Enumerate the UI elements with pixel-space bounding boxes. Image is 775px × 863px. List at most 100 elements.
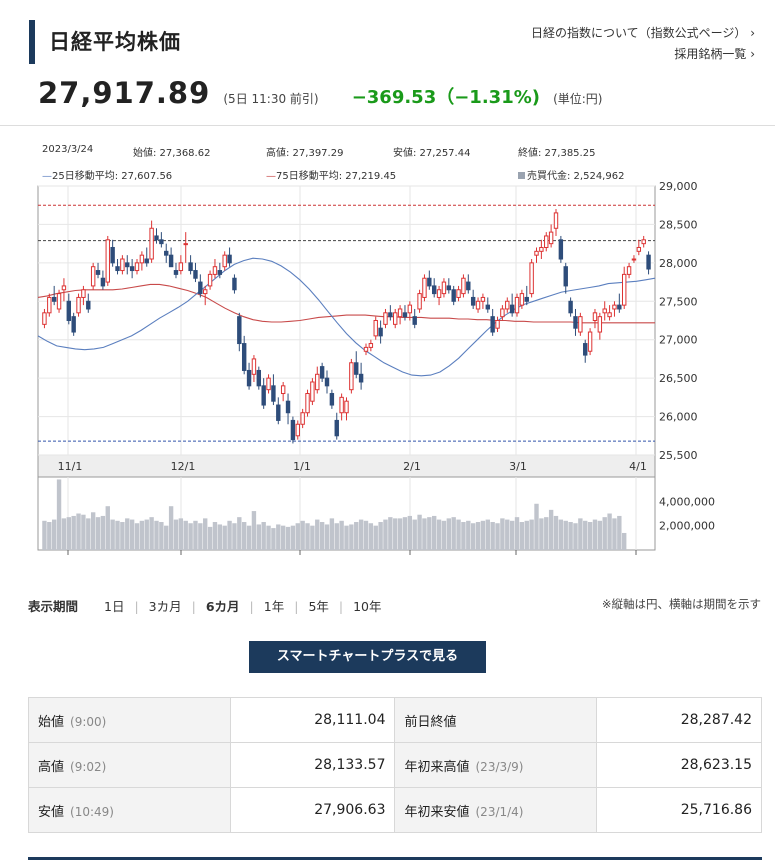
volume-bar — [368, 523, 374, 550]
volume-bar — [519, 522, 525, 550]
period-option[interactable]: 10年 — [353, 599, 382, 614]
candle-body — [217, 270, 223, 275]
period-option[interactable]: 1年 — [263, 599, 285, 614]
volume-bar — [76, 513, 81, 550]
index-info-link[interactable]: 日経の指数について（指数公式ページ） › — [531, 24, 755, 41]
volume-bar — [612, 518, 617, 550]
volume-bar — [149, 517, 154, 550]
volume-bar — [461, 522, 466, 550]
candle-body — [134, 262, 140, 272]
volume-bar — [441, 520, 447, 550]
candle-body — [583, 343, 588, 356]
candle-body — [573, 316, 578, 329]
price-unit: (単位:円) — [553, 92, 603, 106]
volume-bar — [480, 520, 486, 550]
candle-body — [315, 373, 320, 391]
volume-bar — [583, 520, 588, 550]
stock-chart[interactable]: 29,000 28,500 28,000 27,500 27,000 26,500 26,0… — [0, 130, 775, 555]
candle-body — [193, 270, 198, 279]
volume-bar — [544, 517, 549, 550]
info-date: 2023/3/24 — [42, 144, 94, 155]
candle-body — [222, 254, 227, 268]
x-axis-band — [37, 454, 656, 478]
candle-body — [90, 266, 96, 287]
volume-bar — [232, 523, 237, 550]
period-option[interactable]: 5年 — [308, 599, 329, 614]
chevron-right-icon: › — [750, 47, 755, 61]
x-tick-label: 11/1 — [58, 460, 83, 473]
ma75-line — [37, 283, 655, 324]
y-tick-label: 27,500 — [659, 295, 698, 308]
y-tick-label: 26,500 — [659, 372, 698, 385]
period-separator: | — [338, 599, 344, 614]
candle-body — [514, 296, 520, 314]
volume-tick-label: 2,000,000 — [659, 520, 715, 533]
period-option[interactable]: 3カ月 — [148, 599, 182, 614]
volume-bar — [339, 520, 344, 550]
candle-body — [164, 250, 169, 256]
candle-body — [607, 312, 612, 318]
volume-bar — [329, 518, 335, 550]
candle-body — [485, 304, 490, 310]
candle-body — [519, 293, 525, 306]
candle-body — [407, 304, 413, 314]
volume-tick-label: 4,000,000 — [659, 495, 715, 508]
x-tick-label: 12/1 — [171, 460, 196, 473]
volume-bar — [539, 518, 544, 550]
smart-chart-plus-button[interactable]: スマートチャートプラスで見る — [249, 641, 486, 673]
x-tick-label: 1/1 — [293, 460, 311, 473]
candle-body — [105, 239, 110, 283]
candle-body — [475, 300, 481, 310]
candle-body — [334, 419, 339, 437]
volume-bar — [485, 519, 490, 550]
candle-body — [431, 285, 437, 295]
volume-bar — [61, 518, 67, 550]
volume-bar — [436, 519, 442, 550]
volume-bar — [412, 519, 417, 550]
price-row: 27,917.89 (5日 11:30 前引) −369.53（−1.31%) … — [38, 76, 603, 110]
volume-bar — [193, 520, 198, 550]
candle-body — [422, 277, 427, 298]
candle-body — [295, 423, 300, 437]
volume-bar — [534, 503, 539, 550]
volume-bar — [427, 517, 432, 550]
volume-bar — [587, 522, 593, 550]
stat-label: 高値 (9:02) — [28, 742, 231, 788]
period-separator: | — [294, 599, 299, 614]
volume-bar — [271, 528, 276, 550]
volume-bar — [358, 519, 364, 550]
volume-bar — [276, 524, 281, 550]
constituents-link[interactable]: 採用銘柄一覧 › — [674, 45, 755, 62]
volume-bar — [495, 523, 500, 550]
stat-value: 28,623.15 — [596, 742, 762, 788]
volume-bar — [490, 522, 495, 550]
y-tick-label: 29,000 — [659, 180, 698, 193]
y-tick-label: 26,000 — [659, 411, 698, 424]
volume-bar — [134, 523, 140, 550]
stat-value: 28,111.04 — [229, 697, 396, 743]
period-option[interactable]: 1日 — [104, 599, 125, 614]
candle-body — [246, 369, 252, 387]
candle-body — [446, 285, 452, 291]
volume-bar — [388, 517, 393, 550]
period-option[interactable]: 6カ月 — [205, 599, 240, 614]
candle-body — [100, 277, 106, 287]
volume-bar — [383, 519, 388, 550]
volume-bar — [66, 517, 71, 550]
candle-body — [110, 246, 115, 264]
volume-bar — [446, 518, 452, 550]
bottom-rule — [28, 857, 762, 860]
volume-bar — [42, 520, 47, 550]
volume-bar — [173, 519, 179, 550]
volume-bar — [451, 517, 456, 550]
candle-body — [393, 312, 398, 325]
candle-body — [461, 277, 466, 295]
volume-bar — [164, 525, 169, 550]
volume-bar — [315, 519, 320, 550]
volume-bar — [280, 525, 286, 550]
volume-bar — [47, 522, 52, 550]
candle-body — [344, 400, 349, 414]
volume-bar — [475, 522, 481, 550]
volume-bar — [86, 518, 91, 550]
candle-body — [61, 285, 67, 291]
